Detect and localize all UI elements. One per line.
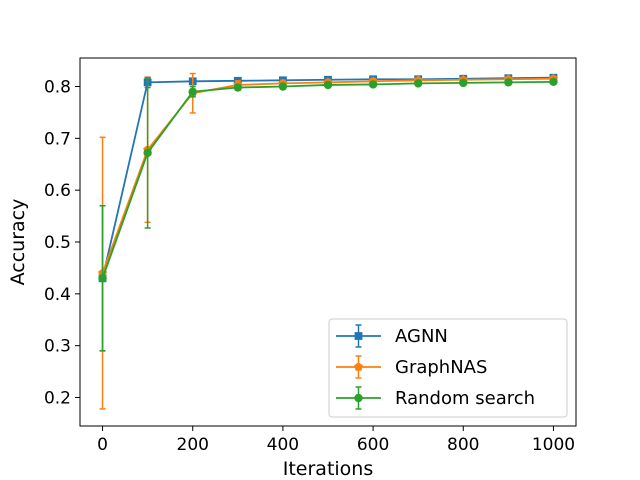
y-tick-label: 0.2 <box>44 388 71 408</box>
y-tick-label: 0.8 <box>44 78 71 98</box>
data-point <box>413 79 423 88</box>
data-point <box>549 77 558 87</box>
x-tick-label: 400 <box>267 435 299 455</box>
y-axis-label: Accuracy <box>7 199 29 286</box>
legend: AGNN GraphNAS Random search <box>328 318 568 418</box>
data-point <box>98 274 107 283</box>
x-tick-label: 1000 <box>532 435 575 455</box>
y-tick-label: 0.3 <box>44 337 71 357</box>
y-tick-label: 0.5 <box>44 233 71 253</box>
legend-marker <box>354 362 363 371</box>
y-tick-label: 0.4 <box>44 285 71 305</box>
x-tick-label: 0 <box>97 435 108 455</box>
legend-label: AGNN <box>395 326 448 347</box>
data-point <box>368 80 378 89</box>
series-layer <box>98 72 558 410</box>
data-point <box>278 82 288 91</box>
y-tick-label: 0.6 <box>44 181 71 201</box>
legend-entry-graphnas: GraphNAS <box>336 355 487 379</box>
x-tick-label: 200 <box>177 435 209 455</box>
x-tick-label: 800 <box>447 435 479 455</box>
data-point <box>188 87 197 96</box>
legend-marker <box>354 393 363 403</box>
y-tick-label: 0.7 <box>44 129 71 149</box>
legend-entry-random-search: Random search <box>336 386 535 410</box>
legend-label: GraphNAS <box>395 357 487 378</box>
legend-marker <box>354 332 363 340</box>
y-axis: 0.2 0.3 0.4 0.5 0.6 0.7 0.8 <box>44 78 80 408</box>
data-point <box>504 78 513 87</box>
data-point <box>459 78 468 88</box>
x-tick-label: 600 <box>357 435 389 455</box>
x-axis-label: Iterations <box>283 458 374 480</box>
x-axis: 0 200 400 600 800 1000 <box>97 426 575 455</box>
data-point <box>143 148 152 158</box>
data-point <box>323 80 333 90</box>
series-random-search <box>98 76 558 352</box>
legend-label: Random search <box>395 388 535 409</box>
data-point <box>233 83 243 92</box>
legend-box <box>328 318 568 418</box>
legend-entry-agnn: AGNN <box>336 324 448 348</box>
